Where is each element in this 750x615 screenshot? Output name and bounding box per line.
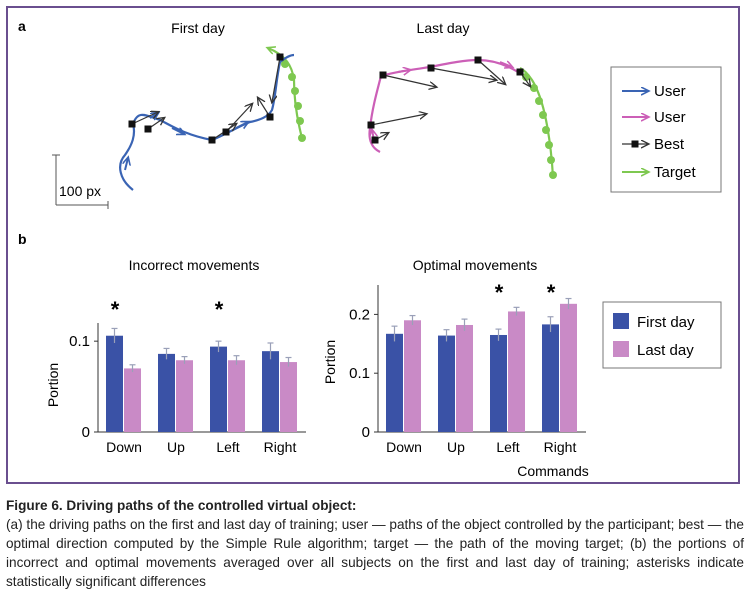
- incorrect-chart-bars: [106, 327, 297, 432]
- figure: a First day Last day 100 px: [18, 18, 722, 479]
- category-label-down: Down: [106, 439, 142, 455]
- optimal-chart-bars: [386, 297, 577, 432]
- incorrect-movements-chart: Incorrect movements Portion 0 0.1 Down * Up L…: [45, 257, 306, 455]
- last-day-target-path: [519, 67, 557, 179]
- last-day-title: Last day: [417, 20, 470, 36]
- y-tick-label: 0.2: [349, 306, 370, 323]
- legend-user-first-label: User: [654, 83, 686, 100]
- bar-first-day-right: [262, 351, 279, 432]
- last-day-user-path: [368, 58, 519, 153]
- panel-a-label: a: [18, 18, 26, 34]
- legend-last-day: Last day: [613, 341, 694, 359]
- caption-body: (a) the driving paths on the first and l…: [6, 517, 744, 589]
- incorrect-chart-title: Incorrect movements: [129, 257, 260, 273]
- bar-first-day-down: [106, 335, 123, 432]
- category-label-left: Left: [496, 439, 519, 455]
- y-tick-label: 0.1: [349, 365, 370, 382]
- legend-target: Target: [622, 164, 697, 181]
- bar-first-day-up: [158, 353, 175, 432]
- legend-last-day-label: Last day: [637, 342, 694, 359]
- bar-last-day-left: [508, 311, 525, 432]
- significance-asterisk: *: [111, 297, 120, 322]
- significance-asterisk: *: [495, 280, 504, 305]
- legend-first-day-swatch: [613, 313, 629, 329]
- optimal-chart-labels: 0 0.1 0.2 Down Up Left * Right *: [349, 280, 576, 455]
- optimal-chart-title: Optimal movements: [413, 257, 537, 273]
- days-legend: First day Last day: [602, 301, 722, 369]
- category-label-right: Right: [264, 439, 297, 455]
- y-tick-label: 0.1: [69, 333, 90, 350]
- legend-user-last-label: User: [654, 109, 686, 126]
- category-label-up: Up: [167, 439, 185, 455]
- legend-best-label: Best: [654, 136, 685, 153]
- bar-last-day-left: [228, 360, 245, 432]
- scale-bar-label: 100 px: [59, 183, 101, 199]
- incorrect-chart-labels: 0 0.1 Down * Up Left * Right: [69, 297, 296, 455]
- legend-target-label: Target: [654, 164, 697, 181]
- legend-user-last: User: [622, 109, 686, 126]
- significance-asterisk: *: [547, 280, 556, 305]
- scale-bar: 100 px: [52, 154, 109, 209]
- category-label-right: Right: [544, 439, 577, 455]
- caption-title: Figure 6. Driving paths of the controlle…: [6, 498, 357, 513]
- bar-first-day-down: [386, 333, 403, 432]
- legend-last-day-swatch: [613, 341, 629, 357]
- incorrect-chart-ylabel: Portion: [45, 363, 61, 407]
- bar-first-day-up: [438, 335, 455, 432]
- bar-last-day-up: [176, 360, 193, 432]
- first-day-user-path: [119, 53, 295, 191]
- figure-caption: Figure 6. Driving paths of the controlle…: [6, 496, 744, 591]
- last-day-best-directions: [367, 56, 531, 144]
- panel-a: a First day Last day 100 px: [18, 18, 722, 209]
- paths-legend: User User Best Target: [610, 66, 722, 193]
- bar-last-day-right: [280, 362, 297, 432]
- significance-asterisk: *: [215, 297, 224, 322]
- bar-last-day-right: [560, 303, 577, 432]
- y-tick-label: 0: [362, 424, 370, 441]
- category-label-down: Down: [386, 439, 422, 455]
- bar-last-day-down: [404, 320, 421, 432]
- y-tick-label: 0: [82, 424, 90, 441]
- legend-user-first: User: [622, 83, 686, 100]
- panel-b: b Incorrect movements Portion 0 0.1 Down * U…: [18, 231, 722, 479]
- bar-first-day-left: [490, 334, 507, 432]
- bar-first-day-right: [542, 324, 559, 432]
- bar-first-day-left: [210, 346, 227, 432]
- category-label-up: Up: [447, 439, 465, 455]
- figure-frame: [6, 6, 740, 484]
- first-day-best-directions: [128, 53, 284, 144]
- first-day-title: First day: [171, 20, 225, 36]
- panel-b-label: b: [18, 231, 27, 247]
- optimal-chart-ylabel: Portion: [322, 340, 338, 384]
- legend-best: Best: [622, 136, 685, 153]
- bar-last-day-up: [456, 324, 473, 432]
- legend-first-day-label: First day: [637, 314, 695, 331]
- category-label-left: Left: [216, 439, 239, 455]
- bar-last-day-down: [124, 368, 141, 432]
- legend-first-day: First day: [613, 313, 695, 331]
- optimal-movements-chart: Optimal movements Portion 0 0.1 0.2 Down Up L…: [322, 257, 589, 479]
- commands-xlabel: Commands: [517, 463, 589, 479]
